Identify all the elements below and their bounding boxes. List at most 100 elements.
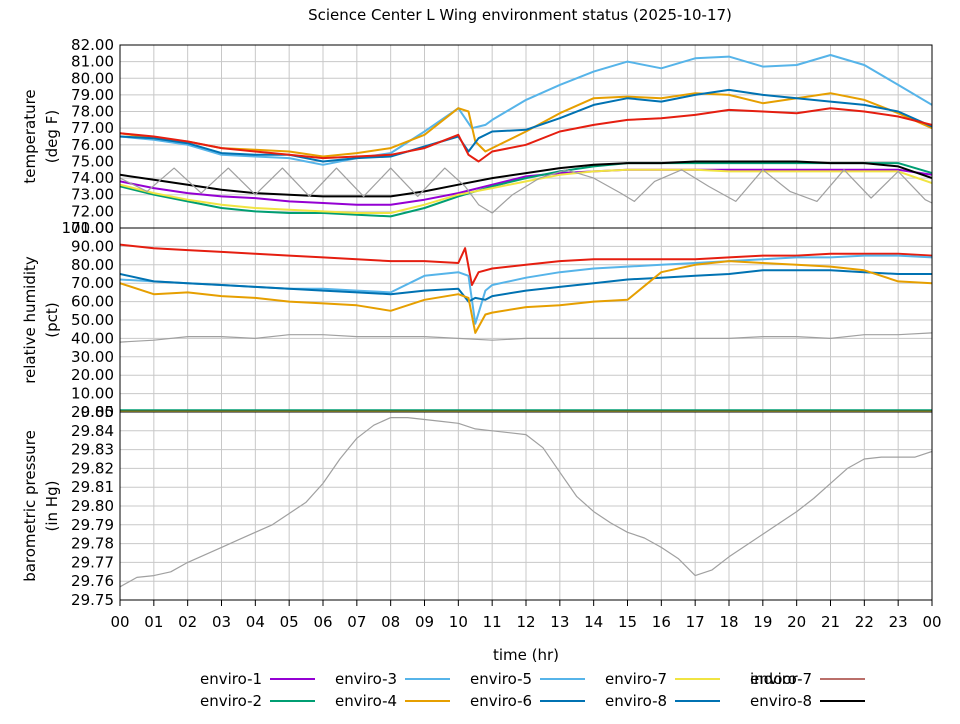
x-tick-label: 10 (449, 613, 468, 631)
series-line-indoor (120, 167, 932, 214)
y-tick-label: 50.00 (71, 311, 114, 329)
legend-label: enviro-8 (750, 692, 812, 710)
y-tick-label: 70.00 (71, 274, 114, 292)
y-tick-label: 29.77 (71, 553, 114, 571)
y-tick-label: 79.00 (71, 86, 114, 104)
x-axis: 00 01 02 03 04 05 06 07 08 09 10 11 12 13 14 15 16 17 18 19… (110, 600, 942, 631)
series-line-enviro-6 (120, 88, 932, 163)
y-tick-label: 75.00 (71, 152, 114, 170)
y-tick-label: 73.00 (71, 186, 114, 204)
x-tick-label: 22 (855, 613, 874, 631)
y-tick-label: 10.00 (71, 385, 114, 403)
x-tick-label: 03 (212, 613, 231, 631)
x-tick-label: 18 (719, 613, 738, 631)
panel-1: 0.0010.0020.0030.0040.0050.0060.0070.008… (21, 219, 933, 421)
y-tick-label: 29.79 (71, 516, 114, 534)
legend-label: indoor (750, 670, 799, 688)
series-group (120, 417, 932, 588)
legend-label: enviro-3 (335, 670, 397, 688)
y-tick-label: 29.82 (71, 459, 114, 477)
x-tick-label: 17 (686, 613, 705, 631)
panel-0: 71.0072.0073.0074.0075.0076.0077.0078.00… (21, 36, 933, 237)
x-tick-label: 06 (313, 613, 332, 631)
x-tick-label: 23 (889, 613, 908, 631)
series-line-enviro-2 (120, 162, 932, 218)
y-tick-label: 29.80 (71, 497, 114, 515)
y-axis-title: temperature (21, 89, 39, 183)
series-line-enviro-7 (120, 168, 932, 214)
series-line-enviro-4 (120, 92, 932, 158)
y-tick-label: 72.00 (71, 202, 114, 220)
legend-label: enviro-4 (335, 692, 397, 710)
panels: 71.0072.0073.0074.0075.0076.0077.0078.00… (21, 36, 933, 609)
series-line-enviro-6 (120, 269, 932, 303)
y-tick-label: 76.00 (71, 136, 114, 154)
x-tick-label: 05 (280, 613, 299, 631)
x-tick-label: 09 (415, 613, 434, 631)
y-tick-label: 29.84 (71, 422, 114, 440)
y-tick-label: 29.81 (71, 478, 114, 496)
y-tick-label: 81.00 (71, 53, 114, 71)
y-tick-label: 60.00 (71, 293, 114, 311)
legend-label: enviro-7 (750, 670, 812, 688)
series-line-enviro-8 (120, 160, 932, 198)
chart-title: Science Center L Wing environment status… (308, 6, 732, 24)
x-tick-label: 20 (787, 613, 806, 631)
y-tick-label: 80.00 (71, 69, 114, 87)
y-axis-title: relative humidity (21, 256, 39, 384)
x-tick-label: 19 (753, 613, 772, 631)
y-tick-label: 82.00 (71, 36, 114, 54)
legend-label: enviro-7 (605, 670, 667, 688)
x-tick-label: 15 (618, 613, 637, 631)
y-tick-label: 74.00 (71, 169, 114, 187)
x-tick-label: 07 (347, 613, 366, 631)
series-group (120, 54, 932, 218)
legend-label: enviro-5 (470, 670, 532, 688)
series-line-indoor (120, 332, 932, 343)
y-tick-label: 40.00 (71, 329, 114, 347)
y-tick-label: 90.00 (71, 237, 114, 255)
x-tick-label: 21 (821, 613, 840, 631)
y-tick-label: 30.00 (71, 348, 114, 366)
x-tick-label: 11 (483, 613, 502, 631)
x-tick-label: 02 (178, 613, 197, 631)
series-line-enviro-7 (120, 107, 932, 163)
y-tick-label: 20.00 (71, 366, 114, 384)
y-tick-label: 77.00 (71, 119, 114, 137)
y-tick-label: 29.83 (71, 441, 114, 459)
legend-label: enviro-1 (200, 670, 262, 688)
y-tick-label: 29.76 (71, 572, 114, 590)
y-tick-label: 100.00 (62, 219, 115, 237)
series-line-indoor (120, 417, 932, 588)
x-tick-label: 04 (246, 613, 265, 631)
x-tick-label: 16 (652, 613, 671, 631)
y-axis-title: (deg F) (43, 110, 61, 163)
x-tick-label: 14 (584, 613, 603, 631)
y-tick-label: 78.00 (71, 103, 114, 121)
y-tick-label: 29.75 (71, 591, 114, 609)
y-tick-label: 0.00 (81, 403, 114, 421)
series-line-enviro-1 (120, 168, 932, 206)
legend-label: enviro-2 (200, 692, 262, 710)
y-tick-label: 29.85 (71, 403, 114, 421)
legend-label: enviro-8 (605, 692, 667, 710)
x-tick-label: 01 (144, 613, 163, 631)
y-axis-title: (pct) (43, 302, 61, 337)
x-tick-label: 13 (550, 613, 569, 631)
x-tick-label: 00 (110, 613, 129, 631)
y-tick-label: 71.00 (71, 219, 114, 237)
x-tick-label: 08 (381, 613, 400, 631)
x-axis-title: time (hr) (493, 646, 559, 664)
panel-2: 29.7529.7629.7729.7829.7929.8029.8129.82… (21, 403, 933, 609)
y-tick-label: 80.00 (71, 256, 114, 274)
y-axis-title: barometric pressure (21, 430, 39, 582)
x-tick-label: 00 (922, 613, 941, 631)
y-tick-label: 29.78 (71, 535, 114, 553)
legend: enviro-1 enviro-2 enviro-3 enviro-4 enviro-5… (200, 670, 865, 710)
legend-label: enviro-6 (470, 692, 532, 710)
series-line-enviro-5 (120, 54, 932, 166)
series-line-enviro-4 (120, 260, 932, 334)
y-axis-title: (in Hg) (43, 481, 61, 532)
